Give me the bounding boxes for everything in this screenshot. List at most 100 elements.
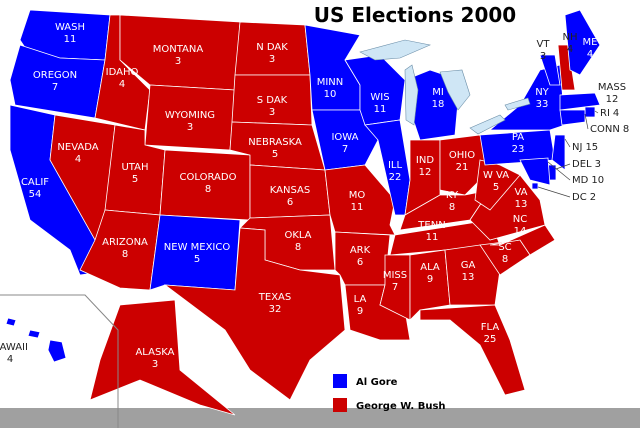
state-label: NEVADA 4 [57, 142, 98, 165]
state-label: CALIF 54 [21, 177, 49, 200]
lake-huron [439, 69, 471, 111]
state-votes: 21 [456, 162, 469, 173]
state-name: MD [572, 175, 589, 186]
state-votes: 8 [122, 249, 128, 260]
state [531, 182, 539, 190]
state-votes: 3 [175, 56, 181, 67]
state-name: NEVADA [57, 142, 98, 153]
state [324, 164, 396, 236]
state-name: OKLA [284, 230, 311, 241]
state-name: RI [600, 108, 610, 119]
state-name: W VA [483, 170, 509, 181]
state-votes: 9 [427, 274, 433, 285]
bottom-strip [0, 408, 640, 428]
state-label: ARIZONA 8 [102, 237, 148, 260]
state-label: N DAK 3 [256, 42, 288, 65]
state-votes: 3 [152, 359, 158, 370]
state-label: NEBRASKA 5 [248, 137, 302, 160]
state-label: CONN 8 [590, 124, 629, 135]
state [163, 227, 346, 401]
state-votes: 12 [606, 94, 619, 105]
state-label: IOWA 7 [331, 132, 358, 155]
state-name: N DAK [256, 42, 288, 53]
state-votes: 9 [357, 306, 363, 317]
leader-line [537, 186, 571, 198]
leader-line [584, 113, 589, 130]
state-votes: 5 [493, 182, 499, 193]
state-label: OKLA 8 [284, 230, 311, 253]
state-name: LA [354, 294, 367, 305]
state-label: KY 8 [446, 190, 459, 213]
state-name: UTAH [121, 162, 148, 173]
state-votes: 12 [419, 167, 432, 178]
state-label: TENN 11 [417, 220, 445, 243]
state-name: IND [416, 155, 434, 166]
state-name: WYOMING [165, 110, 215, 121]
state-label: RI 4 [600, 108, 619, 119]
state [519, 157, 551, 186]
state-name: NJ [572, 142, 582, 153]
state-name: MONTANA [153, 44, 204, 55]
state-label: S DAK 3 [257, 95, 288, 118]
state-votes: 4 [119, 79, 125, 90]
state-name: VT [537, 39, 551, 50]
legend-label: George W. Bush [356, 401, 446, 412]
state-votes: 6 [357, 257, 363, 268]
state-votes: 5 [194, 254, 200, 265]
state [564, 9, 601, 76]
state [419, 304, 526, 396]
state-label: ME 4 [583, 37, 598, 60]
state-label: MO 11 [349, 190, 366, 213]
state-name: DC [572, 192, 587, 203]
state-name: OREGON [33, 70, 77, 81]
state-label: KANSAS 6 [270, 185, 310, 208]
state-votes: 3 [187, 122, 193, 133]
state-votes: 8 [449, 202, 455, 213]
state-votes: 11 [351, 202, 364, 213]
state-name: VA [514, 187, 527, 198]
state-label: OHIO 21 [449, 150, 475, 173]
state-label: WYOMING 3 [165, 110, 215, 133]
state-label: VA 13 [514, 187, 527, 210]
state-name: ALA [420, 262, 440, 273]
state-votes: 5 [272, 149, 278, 160]
state-votes: 4 [613, 108, 619, 119]
state-votes: 3 [269, 54, 275, 65]
state-votes: 14 [514, 226, 527, 237]
state-votes: 15 [585, 142, 598, 153]
state-votes: 3 [269, 107, 275, 118]
state-votes: 23 [512, 144, 525, 155]
state-name: IOWA [331, 132, 358, 143]
state-label: PA 23 [512, 132, 525, 155]
state-votes: 5 [132, 174, 138, 185]
state [539, 54, 561, 86]
state-label: OREGON 7 [33, 70, 77, 93]
state [559, 109, 586, 126]
state-name: TEXAS [258, 292, 291, 303]
state-name: NEBRASKA [248, 137, 302, 148]
state-label: UTAH 5 [121, 162, 148, 185]
state-name: TENN [417, 220, 445, 231]
state [584, 106, 596, 118]
state-name: HAWAII [0, 342, 28, 353]
lakes [359, 39, 531, 135]
state-votes: 4 [7, 354, 13, 365]
state-votes: 10 [324, 89, 337, 100]
states [5, 9, 601, 416]
state-name: PA [512, 132, 524, 143]
state-votes: 8 [623, 124, 629, 135]
state [559, 92, 601, 111]
state [557, 44, 576, 91]
state-name: KY [446, 190, 459, 201]
state-votes: 4 [587, 49, 593, 60]
state [409, 249, 451, 321]
state-votes: 11 [426, 232, 439, 243]
state-label: NY 33 [535, 87, 549, 110]
leader-line [564, 138, 571, 148]
state [379, 254, 411, 321]
state-label: MONTANA 3 [153, 44, 204, 67]
state-label: WASH 11 [55, 22, 85, 45]
state-name: WIS [370, 92, 389, 103]
